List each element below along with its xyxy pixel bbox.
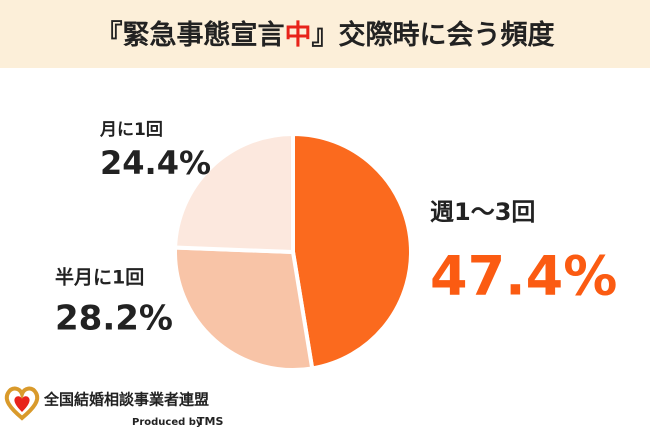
organization: 全国結婚相談事業者連盟 bbox=[43, 391, 209, 409]
pie-slice bbox=[173, 131, 295, 255]
logo: 全国結婚相談事業者連盟 Produced by TMS bbox=[4, 386, 223, 428]
slice-value: 47.4% bbox=[430, 245, 617, 308]
brand: TMS bbox=[197, 415, 223, 428]
pie bbox=[173, 131, 413, 372]
title-part: 』交際時に会う頻度 bbox=[312, 19, 555, 51]
title-band bbox=[0, 0, 650, 68]
produced-by: Produced by bbox=[132, 417, 203, 428]
slice-category: 月に1回 bbox=[99, 120, 163, 140]
pie-slice bbox=[291, 131, 413, 371]
title-part: 『緊急事態宣言 bbox=[96, 19, 285, 51]
slice-value: 28.2% bbox=[55, 299, 173, 339]
pie-slice bbox=[173, 245, 315, 372]
title-highlight: 中 bbox=[285, 20, 312, 51]
logo-heart-inner bbox=[14, 396, 30, 412]
slice-value: 24.4% bbox=[100, 144, 211, 182]
logo-heart bbox=[4, 386, 40, 421]
chart-title: 『緊急事態宣言中』交際時に会う頻度 bbox=[96, 19, 555, 51]
slice-category: 週1〜3回 bbox=[430, 198, 535, 226]
slice-category: 半月に1回 bbox=[55, 266, 144, 289]
